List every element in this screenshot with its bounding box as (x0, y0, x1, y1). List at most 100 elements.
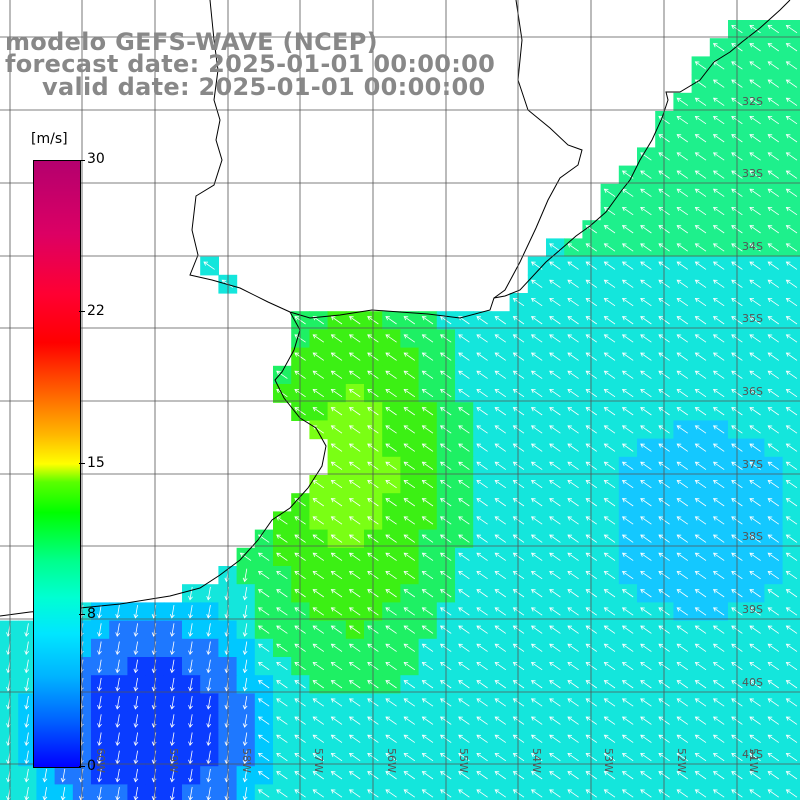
wind-arrow (494, 479, 507, 489)
wind-arrow (530, 316, 543, 325)
wind-arrow (421, 589, 434, 598)
wind-arrow (403, 680, 416, 689)
wind-arrow (676, 534, 689, 543)
wind-arrow (512, 752, 525, 762)
wind-arrow (385, 716, 397, 725)
wind-arrow (640, 279, 652, 288)
wind-arrow (785, 261, 798, 270)
wind-arrow (567, 407, 579, 416)
wind-arrow (785, 407, 798, 416)
wind-arrow (712, 661, 725, 671)
wind-arrow (348, 716, 361, 725)
wind-arrow (476, 661, 488, 671)
wind-arrow (530, 425, 543, 434)
wind-arrow (712, 334, 725, 343)
wind-arrow (603, 334, 616, 343)
wind-arrow (476, 570, 488, 580)
wind-arrow (676, 115, 689, 125)
wind-arrow (24, 696, 30, 710)
wind-arrow (694, 461, 707, 470)
wind-arrow (749, 625, 761, 634)
wind-arrow (312, 570, 325, 580)
wind-arrow (421, 388, 434, 398)
wind-speed-cell (600, 784, 620, 800)
wind-arrow (585, 261, 598, 270)
wind-speed-cell (782, 202, 800, 221)
wind-arrow (694, 443, 707, 452)
colorbar (33, 160, 81, 768)
wind-arrow (712, 607, 725, 616)
wind-arrow (603, 425, 616, 434)
wind-arrow (640, 534, 652, 543)
wind-arrow (115, 696, 121, 710)
wind-arrow (785, 479, 798, 489)
wind-arrow (603, 261, 616, 270)
wind-arrow (785, 170, 798, 179)
wind-arrow (242, 623, 248, 637)
wind-arrow (767, 443, 780, 452)
wind-arrow (476, 352, 488, 361)
wind-arrow (421, 698, 434, 707)
wind-arrow (188, 714, 193, 728)
wind-arrow (694, 661, 707, 671)
wind-arrow (512, 407, 525, 416)
wind-arrow (385, 388, 397, 398)
wind-arrow (385, 589, 397, 598)
wind-arrow (385, 498, 397, 507)
wind-arrow (385, 461, 397, 470)
wind-arrow (476, 734, 488, 743)
wind-arrow (694, 589, 707, 598)
wind-arrow (694, 680, 707, 689)
wind-arrow (785, 771, 798, 780)
wind-speed-cell (782, 402, 800, 421)
wind-arrow (97, 623, 102, 637)
wind-arrow (476, 607, 488, 616)
wind-arrow (621, 370, 634, 379)
wind-arrow (512, 716, 525, 725)
wind-speed-cell (527, 784, 547, 800)
wind-arrow (603, 534, 616, 543)
wind-arrow (585, 334, 598, 343)
wind-arrow (640, 316, 652, 325)
wind-arrow (549, 680, 561, 689)
wind-arrow (97, 605, 102, 619)
wind-arrow (785, 552, 798, 561)
wind-arrow (749, 79, 761, 88)
wind-arrow (330, 625, 343, 634)
wind-arrow (749, 698, 761, 707)
wind-arrow (348, 698, 361, 707)
wind-arrow (549, 261, 561, 270)
wind-arrow (785, 206, 798, 216)
wind-arrow (694, 643, 707, 652)
wind-speed-cell (782, 529, 800, 549)
wind-arrow (421, 771, 434, 780)
wind-arrow (188, 696, 193, 710)
wind-arrow (169, 714, 175, 728)
wind-arrow (330, 407, 343, 416)
wind-arrow (640, 152, 652, 161)
wind-arrow (767, 534, 780, 543)
wind-arrow (749, 261, 761, 270)
wind-arrow (621, 243, 634, 252)
wind-arrow (97, 732, 102, 747)
wind-arrow (712, 716, 725, 725)
wind-arrow (585, 297, 598, 307)
wind-arrow (206, 586, 212, 601)
wind-arrow (640, 643, 652, 652)
wind-arrow (603, 352, 616, 361)
wind-arrow (494, 552, 507, 561)
wind-arrow (530, 661, 543, 671)
wind-arrow (694, 607, 707, 616)
wind-arrow (530, 680, 543, 689)
lat-label: 32S (742, 95, 763, 108)
wind-arrow (257, 734, 270, 743)
wind-arrow (133, 696, 139, 710)
wind-arrow (767, 206, 780, 216)
wind-arrow (585, 370, 598, 379)
wind-arrow (530, 771, 543, 780)
wind-speed-cell (673, 784, 693, 800)
wind-arrow (585, 771, 598, 780)
wind-arrow (348, 680, 361, 689)
wind-arrow (421, 570, 434, 580)
wind-arrow (676, 589, 689, 598)
